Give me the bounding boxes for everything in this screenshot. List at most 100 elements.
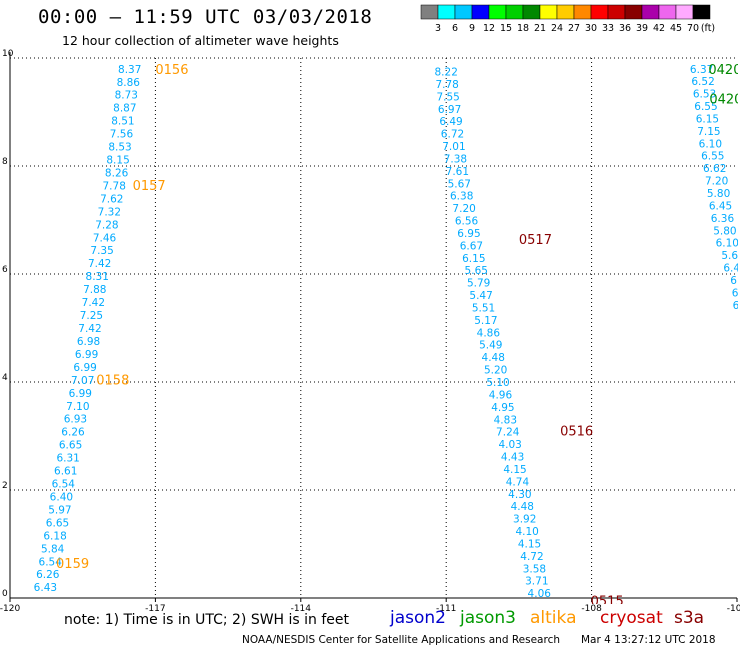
wave-height-value: 6.72 [441,129,464,141]
wave-height-value: 6.15 [696,113,719,125]
wave-height-value: 6.52 [691,76,714,88]
wave-height-value: 6.62 [703,163,726,175]
wave-height-value: 7.46 [93,232,117,244]
wave-height-value: 6.36 [711,213,735,225]
wave-height-value: 6.26 [36,569,60,581]
wave-height-value: 5.79 [467,278,490,290]
wave-height-value: 5.47 [469,290,492,302]
wave-height-value: 7.78 [103,180,126,192]
y-tick-label: 2 [2,481,8,491]
wave-height-value: 6.18 [43,530,66,542]
y-tick-label: 6 [2,265,8,275]
y-tick-label: 10 [2,49,14,59]
colorbar-label: 39 [636,23,648,34]
wave-height-value: 4.10 [515,526,538,538]
wave-height-value: 4.03 [498,439,521,451]
wave-height-value: 6.65 [46,517,69,529]
wave-height-value: 5.80 [713,225,736,237]
wave-height-value: 6.97 [438,104,461,116]
wave-height-value: 7.62 [100,193,123,205]
wave-height-value: 6.54 [39,556,63,568]
colorbar-label: 3 [435,23,441,34]
wave-height-value: 5.10 [486,377,509,389]
x-tick-label: -111 [436,604,456,614]
wave-height-value: 7.07 [71,375,94,387]
y-tick-label: 4 [2,373,8,383]
wave-height-value: 7.35 [90,245,113,257]
wave-height-value: 8.22 [435,67,458,79]
wave-height-value: 6.99 [75,349,98,361]
wave-height-value: 4.95 [491,402,514,414]
wave-height-value: 8.73 [115,90,138,102]
wave-height-value: 4.86 [477,327,501,339]
footer-credit: NOAA/NESDIS Center for Satellite Applica… [242,634,560,646]
wave-height-value: 6.40 [50,491,73,503]
wave-height-value: 6.10 [699,138,722,150]
wave-height-value: 8.86 [117,77,141,89]
wave-height-value: 7.20 [705,176,728,188]
wave-height-value: 5.51 [472,302,495,314]
colorbar-label: 6 [452,23,458,34]
colorbar-swatch [692,4,711,20]
wave-height-value: 5.97 [48,504,71,516]
wave-height-value: 4.30 [508,489,531,501]
x-tick-label: -117 [145,604,165,614]
wave-height-value: 4.96 [489,389,513,401]
wave-height-value: 6.26 [61,427,85,439]
wave-height-value: 6.4 [723,263,740,275]
pass-time-label: 0420 [708,63,740,78]
pass-time-label: 0156 [155,63,188,78]
colorbar-label: 30 [585,23,597,34]
y-tick-label: 0 [2,589,8,599]
wave-height-value: 4.43 [501,452,524,464]
wave-height-value: 6.98 [77,336,100,348]
legend-jason3: jason3 [460,608,516,628]
wave-height-value: 6.65 [59,440,82,452]
wave-height-value: 5.65 [465,265,488,277]
wave-height-value: 3.58 [523,563,546,575]
wave-height-value: 6.61 [54,466,77,478]
wave-height-value: 5.49 [479,340,502,352]
colorbar-label: 42 [653,23,665,34]
wave-height-value: 5.20 [484,365,507,377]
wave-height-value: 5.84 [41,543,65,555]
pass-time-label: 0517 [519,233,552,248]
colorbar-label: 12 [483,23,495,34]
legend-cryosat: cryosat [600,608,663,628]
wave-height-value: 7.24 [496,427,520,439]
legend-jason2: jason2 [390,608,446,628]
colorbar-unit: (ft) [701,23,715,34]
pass-time-label: 0157 [133,179,166,194]
wave-height-value: 8.26 [105,167,129,179]
colorbar-label: 9 [469,23,475,34]
wave-height-value: 3.92 [513,514,536,526]
wave-height-value: 6.53 [693,89,716,101]
wave-height-value: 5.67 [448,178,471,190]
wave-height-value: 6.99 [73,362,96,374]
wave-height-value: 7.01 [442,141,465,153]
wave-height-value: 8.37 [118,64,141,76]
wave-height-value: 6.93 [64,414,87,426]
wave-height-value: 5.6 [721,250,738,262]
wave-height-value: 6.67 [460,240,483,252]
wave-height-value: 7.15 [697,126,720,138]
wave-height-value: 7.55 [436,91,459,103]
wave-height-value: 7.20 [452,203,475,215]
colorbar-label: 24 [551,23,563,34]
wave-height-value: 6 [733,300,740,312]
colorbar-label: 33 [602,23,614,34]
wave-height-value: 8.53 [108,142,131,154]
wave-height-value: 7.42 [88,258,111,270]
wave-height-value: 6 [730,275,737,287]
wave-height-value: 6.49 [439,116,462,128]
wave-height-value: 6.10 [716,238,739,250]
x-tick-label: -108 [581,604,602,614]
wave-height-value: 6.37 [690,64,713,76]
page-title: 00:00 – 11:59 UTC 03/03/2018 [38,6,373,28]
wave-height-value: 6.56 [455,216,479,228]
wave-height-value: 4.74 [506,476,530,488]
wave-height-value: 6.55 [694,101,717,113]
wave-height-value: 6.99 [69,388,92,400]
